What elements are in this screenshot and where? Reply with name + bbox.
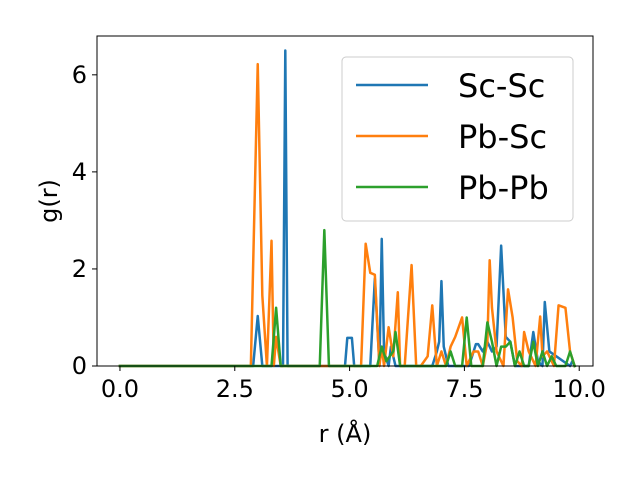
x-axis-label: r (Å) [319, 419, 372, 448]
legend-box [341, 56, 574, 222]
x-tick-label: 7.5 [445, 375, 483, 403]
x-tick-label: 2.5 [216, 375, 254, 403]
legend: Sc-Sc Pb-Sc Pb-Pb [341, 56, 574, 222]
ticks-layer: 0.0 2.5 5.0 7.5 10.0 0 2 4 6 [72, 61, 606, 403]
y-tick-label: 6 [72, 61, 87, 89]
y-tick-label: 0 [72, 352, 87, 380]
plot-frame [96, 35, 594, 367]
y-tick-label: 4 [72, 158, 87, 186]
y-axis-label: g(r) [35, 179, 63, 223]
series-line-pb-sc [118, 62, 577, 368]
legend-label-pb-pb: Pb-Pb [458, 169, 549, 207]
legend-label-sc-sc: Sc-Sc [458, 67, 545, 105]
legend-label-pb-sc: Pb-Sc [458, 118, 547, 156]
x-tick-label: 5.0 [331, 375, 369, 403]
x-tick-label: 10.0 [553, 375, 606, 403]
x-tick-label: 0.0 [101, 375, 139, 403]
y-tick-label: 2 [72, 255, 87, 283]
